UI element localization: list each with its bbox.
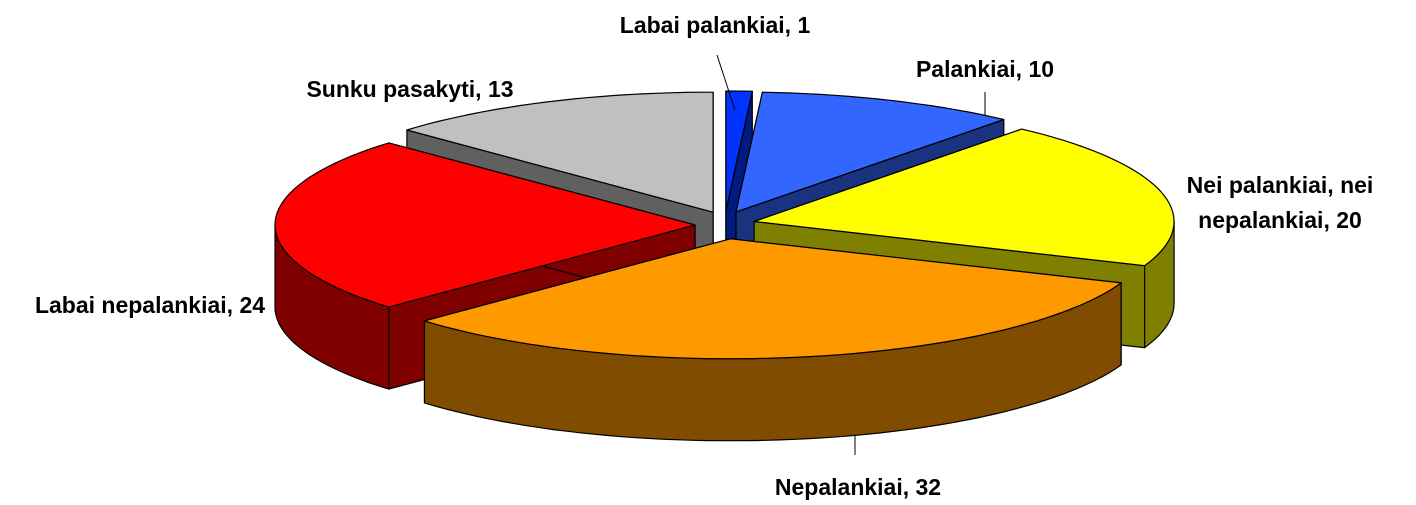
slice <box>423 238 1122 360</box>
data-label: Nei palankiai, nei nepalankiai, 20 <box>1186 172 1374 233</box>
leader-line <box>716 54 736 111</box>
slice <box>735 91 1005 213</box>
slices <box>274 90 1175 442</box>
data-label: Nepalankiai, 32 <box>774 474 942 500</box>
slice <box>274 142 696 308</box>
data-label: Palankiai, 10 <box>915 56 1055 82</box>
slice <box>725 90 753 212</box>
data-label: Sunku pasakyti, 13 <box>306 76 514 102</box>
data-label: Labai nepalankiai, 24 <box>34 292 266 318</box>
slice <box>406 91 714 213</box>
slice <box>753 128 1175 267</box>
data-label: Labai palankiai, 1 <box>619 12 811 38</box>
